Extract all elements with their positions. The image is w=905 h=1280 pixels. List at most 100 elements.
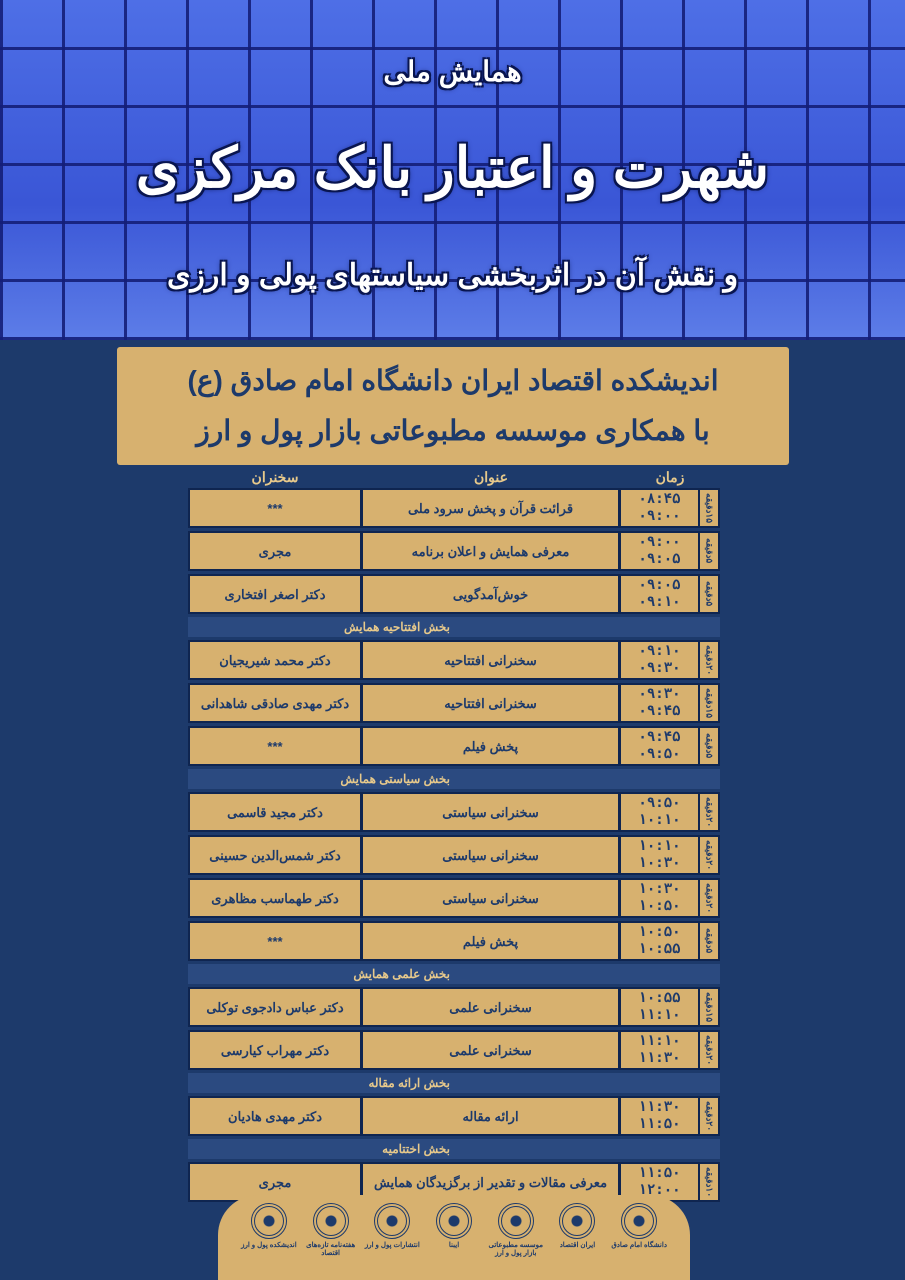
start-time: ۱۰:۱۰ [638,838,681,854]
time-cell: ۰۹:۰۰ ۰۹:۰۵ [618,533,698,569]
end-time: ۰۹:۳۰ [638,660,681,676]
table-row: ۲۰دقیقه ۱۰:۱۰ ۱۰:۳۰ سخنرانی سیاستی دکتر ش… [188,835,720,875]
section-header: بخش افتتاحیه همایش [188,617,720,637]
sponsor-logo: ایران اقتصاد [548,1203,606,1250]
speaker: دکتر طهماسب مظاهری [211,890,339,906]
section-header: بخش اختتامیه [188,1139,720,1159]
end-time: ۱۱:۱۰ [638,1007,681,1023]
session-title: سخنرانی سیاستی [360,794,618,830]
logo-emblem-icon [250,1203,287,1239]
speaker: دکتر مهراب کیارسی [220,1042,330,1058]
time-cell: ۱۱:۳۰ ۱۱:۵۰ [618,1098,698,1134]
logo-emblem-icon [374,1203,411,1239]
table-row: ۲۰دقیقه ۰۹:۱۰ ۰۹:۳۰ سخنرانی افتتاحیه دکتر… [188,640,720,680]
sponsor-logo: هفته‌نامه تازه‌های اقتصاد [302,1203,360,1258]
start-time: ۰۹:۴۵ [638,729,681,745]
session-title: پخش فیلم [360,923,618,959]
organizer-line-1: اندیشکده اقتصاد ایران دانشگاه امام صادق … [187,365,719,396]
start-time: ۰۹:۵۰ [638,795,681,811]
logo-caption: انتشارات پول و ارز [364,1242,420,1249]
end-time: ۱۰:۵۵ [638,941,681,957]
logo-caption: دانشگاه امام صادق [611,1242,667,1249]
time-cell: ۰۹:۵۰ ۱۰:۱۰ [618,794,698,830]
sponsor-logo: ایبنا [425,1203,483,1250]
duration: ۱۵دقیقه [698,685,718,721]
duration: ۵دقیقه [698,576,718,612]
table-row: ۱۵دقیقه ۰۹:۳۰ ۰۹:۴۵ سخنرانی افتتاحیه دکتر… [188,683,720,723]
speaker: دکتر اصغر افتخاری [224,586,326,602]
end-time: ۰۹:۱۰ [638,594,681,610]
hero-banner: همایش ملی شهرت و اعتبار بانک مرکزی و نقش… [0,0,905,340]
session-title: پخش فیلم [360,728,618,764]
logo-caption: موسسه مطبوعاتی بازار پول و ارز [488,1242,544,1257]
session-title: خوش‌آمدگویی [360,576,618,612]
time-cell: ۱۱:۵۰ ۱۲:۰۰ [618,1164,698,1200]
end-time: ۱۰:۵۰ [638,898,681,914]
session-title: سخنرانی افتتاحیه [360,685,618,721]
section-header: بخش سیاستی همایش [188,769,720,789]
session-title: سخنرانی علمی [360,989,618,1025]
speaker: دکتر مجید قاسمی [227,804,323,820]
time-cell: ۰۸:۴۵ ۰۹:۰۰ [618,490,698,526]
end-time: ۱۲:۰۰ [638,1182,681,1198]
session-title: معرفی مقالات و تقدیر از برگزیدگان همایش [360,1164,618,1200]
logo-emblem-icon [559,1203,596,1239]
table-header: زمان عنوان سخنران [188,466,720,488]
start-time: ۱۱:۱۰ [638,1033,681,1049]
speaker: *** [267,500,283,516]
duration: ۲۰دقیقه [698,642,718,678]
end-time: ۱۰:۳۰ [638,855,681,871]
section-header: بخش ارائه مقاله [188,1073,720,1093]
start-time: ۱۰:۳۰ [638,881,681,897]
time-cell: ۱۰:۵۵ ۱۱:۱۰ [618,989,698,1025]
sponsor-logos: دانشگاه امام صادق ایران اقتصاد موسسه مطبوع… [218,1195,690,1280]
duration: ۲۰دقیقه [698,837,718,873]
start-time: ۰۹:۰۰ [638,534,681,550]
duration: ۵دقیقه [698,533,718,569]
logo-emblem-icon [621,1203,658,1239]
sponsor-logo: دانشگاه امام صادق [610,1203,668,1250]
time-cell: ۰۹:۱۰ ۰۹:۳۰ [618,642,698,678]
duration: ۲۰دقیقه [698,880,718,916]
duration: ۲۰دقیقه [698,1098,718,1134]
start-time: ۰۹:۱۰ [638,643,681,659]
table-row: ۵دقیقه ۱۰:۵۰ ۱۰:۵۵ پخش فیلم *** [188,921,720,961]
time-cell: ۰۹:۳۰ ۰۹:۴۵ [618,685,698,721]
duration: ۲۰دقیقه [698,1032,718,1068]
table-row: ۵دقیقه ۰۹:۰۰ ۰۹:۰۵ معرفی همایش و اعلان بر… [188,531,720,571]
logo-caption: اندیشکده پول و ارز [241,1242,297,1249]
session-title: سخنرانی سیاستی [360,837,618,873]
speaker: *** [267,738,283,754]
end-time: ۱۱:۵۰ [638,1116,681,1132]
header-speaker: سخنران [251,469,299,485]
table-row: ۵دقیقه ۰۹:۰۵ ۰۹:۱۰ خوش‌آمدگویی دکتر اصغر … [188,574,720,614]
start-time: ۱۱:۵۰ [638,1165,681,1181]
start-time: ۱۰:۵۰ [638,924,681,940]
speaker: دکتر مهدی هادیان [228,1108,322,1124]
sponsor-logo: انتشارات پول و ارز [363,1203,421,1250]
pre-title: همایش ملی [383,56,522,87]
end-time: ۰۹:۰۵ [638,551,681,567]
time-cell: ۰۹:۰۵ ۰۹:۱۰ [618,576,698,612]
logo-caption: ایبنا [448,1242,460,1249]
logo-emblem-icon [497,1203,534,1239]
logo-emblem-icon [312,1203,349,1239]
session-title: معرفی همایش و اعلان برنامه [360,533,618,569]
speaker: مجری [258,1174,292,1190]
start-time: ۱۱:۳۰ [638,1099,681,1115]
end-time: ۰۹:۵۰ [638,746,681,762]
speaker: دکتر شمس‌الدین حسینی [209,847,341,863]
session-title: ارائه مقاله [360,1098,618,1134]
speaker: دکتر محمد شیریجیان [219,652,331,668]
speaker: دکتر مهدی صادقی شاهدانی [200,695,350,711]
logo-caption: ایران اقتصاد [559,1242,596,1249]
duration: ۵دقیقه [698,728,718,764]
duration: ۵دقیقه [698,923,718,959]
table-row: ۲۰دقیقه ۱۱:۱۰ ۱۱:۳۰ سخنرانی علمی دکتر مهر… [188,1030,720,1070]
table-row: ۱۵دقیقه ۰۸:۴۵ ۰۹:۰۰ قرائت قرآن و پخش سرود… [188,488,720,528]
main-title: شهرت و اعتبار بانک مرکزی [135,136,770,199]
table-row: ۱۵دقیقه ۱۰:۵۵ ۱۱:۱۰ سخنرانی علمی دکتر عبا… [188,987,720,1027]
sponsor-logo: اندیشکده پول و ارز [240,1203,298,1250]
start-time: ۰۹:۳۰ [638,686,681,702]
table-row: ۲۰دقیقه ۰۹:۵۰ ۱۰:۱۰ سخنرانی سیاستی دکتر م… [188,792,720,832]
